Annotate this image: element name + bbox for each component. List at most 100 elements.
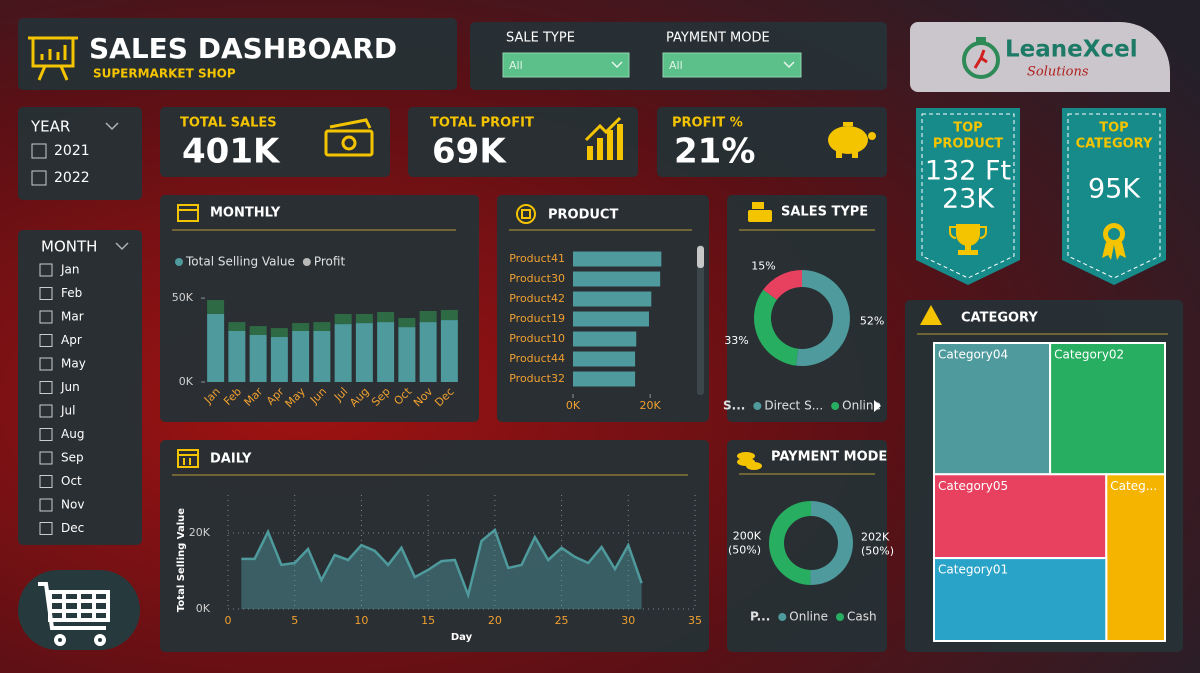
chart-title: PAYMENT MODE xyxy=(771,450,887,465)
dropdown[interactable] xyxy=(502,52,630,78)
sales-type-panel xyxy=(727,195,887,422)
bar xyxy=(228,322,246,331)
legend-label: S... xyxy=(723,399,745,413)
data-label: 200K xyxy=(733,530,762,543)
data-label: (50%) xyxy=(728,544,761,557)
checkbox[interactable] xyxy=(39,381,53,394)
y-tick-label: Product19 xyxy=(509,312,565,325)
legend-label: Direct S... xyxy=(764,399,823,413)
checkbox[interactable] xyxy=(39,498,53,512)
tile-label: Categ... xyxy=(1110,479,1157,493)
chart-title: PRODUCT xyxy=(548,208,618,223)
highlight-value: 23K xyxy=(942,184,995,215)
tile-label: Category05 xyxy=(938,479,1008,493)
ribbon-icon xyxy=(1102,223,1126,260)
bar xyxy=(228,330,246,382)
kpi-value: 21% xyxy=(674,132,755,172)
y-tick-label: 50K xyxy=(172,291,194,304)
checkbox[interactable] xyxy=(39,334,53,347)
dropdown-chevron xyxy=(611,61,623,69)
legend-next-arrow[interactable] xyxy=(874,400,881,412)
slicer-option: 2022 xyxy=(54,170,90,186)
bar xyxy=(573,251,662,267)
slicer-option: Jul xyxy=(60,404,75,418)
highlight-label: PRODUCT xyxy=(933,137,1003,152)
coins-icon xyxy=(737,452,762,470)
product-icon xyxy=(516,204,536,224)
y-tick-label: 0K xyxy=(179,375,194,388)
x-tick-label: 35 xyxy=(688,614,702,627)
area-line xyxy=(241,527,643,600)
filter-label: SALE TYPE xyxy=(506,31,575,46)
chart-title: SALES TYPE xyxy=(781,205,868,220)
treemap-tile xyxy=(933,342,1052,476)
treemap-tile xyxy=(1105,473,1166,642)
x-tick-label: 0K xyxy=(566,399,581,412)
donut-slice xyxy=(795,270,851,366)
checkbox[interactable] xyxy=(39,263,53,277)
dashboard-subtitle: SUPERMARKET SHOP xyxy=(93,67,236,81)
checkbox[interactable] xyxy=(31,170,47,186)
legend-dot xyxy=(831,402,840,410)
bar xyxy=(292,330,310,382)
y-tick-label: Product42 xyxy=(509,292,565,305)
kpi-label: PROFIT % xyxy=(672,116,743,131)
bar xyxy=(573,311,649,327)
slicer-option: Feb xyxy=(61,286,82,300)
bar xyxy=(249,326,267,335)
y-tick-label: Product41 xyxy=(509,252,565,265)
tile-label: Category04 xyxy=(938,348,1008,362)
tile-label: Category02 xyxy=(1054,348,1124,362)
slicer-title: MONTH xyxy=(41,238,97,256)
slicer-option: Jun xyxy=(60,380,80,394)
presentation-icon xyxy=(28,36,78,81)
bar xyxy=(573,371,636,387)
checkbox[interactable] xyxy=(39,428,53,441)
bar xyxy=(419,322,437,382)
pennant-border xyxy=(921,113,1015,279)
bar xyxy=(292,323,310,331)
bar xyxy=(313,330,331,382)
y-axis-label: Total Selling Value xyxy=(176,508,187,612)
scrollbar[interactable] xyxy=(697,245,704,395)
scroll-thumb[interactable] xyxy=(697,246,704,268)
slicer-title: YEAR xyxy=(30,118,70,136)
kpi-label: TOTAL PROFIT xyxy=(430,116,534,131)
bar xyxy=(355,314,373,324)
kpi-card xyxy=(160,107,390,177)
top-product-pennant xyxy=(916,108,1020,285)
legend-dot xyxy=(836,613,844,621)
legend-dot xyxy=(175,258,183,266)
checkbox[interactable] xyxy=(39,310,53,324)
treemap-tile xyxy=(933,557,1108,642)
dropdown-chevron xyxy=(783,61,795,69)
bar xyxy=(419,310,437,323)
product-panel xyxy=(497,195,709,422)
pyramid-icon xyxy=(920,305,942,325)
highlight-value: 95K xyxy=(1088,174,1141,205)
checkbox[interactable] xyxy=(39,475,53,488)
slicer-option: May xyxy=(61,357,86,371)
month-slicer-panel xyxy=(18,230,142,545)
payment-panel xyxy=(727,440,887,652)
register-icon xyxy=(748,202,772,222)
legend-dot xyxy=(778,613,787,621)
slicer-chevron xyxy=(115,242,129,251)
donut-slice xyxy=(763,270,802,300)
donut-slice xyxy=(810,501,853,585)
bar xyxy=(377,312,395,323)
checkbox[interactable] xyxy=(31,143,47,159)
checkbox[interactable] xyxy=(39,287,53,300)
bar xyxy=(270,328,288,338)
x-axis-label: Day xyxy=(451,632,473,643)
logo-tagline: Solutions xyxy=(1027,65,1089,80)
checkbox[interactable] xyxy=(39,357,53,371)
y-tick-label: 0K xyxy=(196,602,211,615)
bar xyxy=(440,320,458,382)
dropdown[interactable] xyxy=(662,52,802,78)
calendar-icon xyxy=(177,204,199,468)
checkbox[interactable] xyxy=(39,522,53,535)
checkbox[interactable] xyxy=(39,404,53,418)
checkbox[interactable] xyxy=(39,451,53,465)
bar xyxy=(573,271,661,287)
